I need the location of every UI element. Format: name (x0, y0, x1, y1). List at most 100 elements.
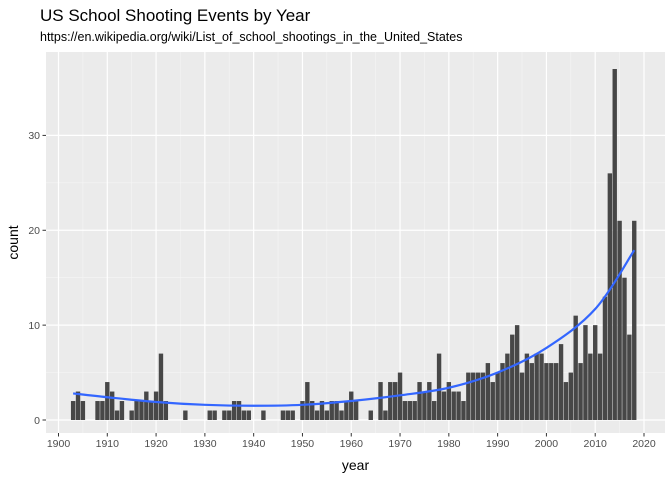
bar (236, 401, 242, 420)
bar (441, 391, 447, 420)
bar (588, 353, 593, 420)
bar (485, 363, 491, 420)
bar (632, 220, 637, 420)
bar (456, 391, 461, 420)
bar (427, 382, 432, 420)
bar (471, 372, 476, 420)
bar (134, 401, 139, 420)
bar (436, 353, 442, 420)
bar (246, 410, 251, 420)
bar (602, 296, 608, 420)
x-tick-label: 1910 (96, 438, 120, 450)
bar (539, 353, 544, 420)
bar (285, 410, 291, 420)
bar (392, 382, 398, 420)
bar (466, 372, 471, 420)
bar (446, 382, 452, 420)
bar (480, 372, 486, 420)
x-tick-label: 1920 (144, 438, 168, 450)
bars-group (70, 69, 637, 420)
bar (519, 372, 525, 420)
bar (114, 410, 120, 420)
bar (163, 401, 169, 420)
bar (105, 382, 110, 420)
bar (319, 401, 325, 420)
bar (300, 401, 305, 420)
y-tick-label: 30 (28, 130, 40, 142)
bar (549, 363, 554, 420)
bar (70, 401, 76, 420)
x-tick-label: 1980 (437, 438, 461, 450)
bar (417, 382, 422, 420)
x-tick-label: 1900 (47, 438, 71, 450)
bar (129, 410, 134, 420)
bar (563, 382, 569, 420)
bar (100, 401, 105, 420)
bar (490, 382, 495, 420)
bar (432, 401, 437, 420)
y-axis-title: count (5, 225, 21, 259)
bar (607, 173, 613, 420)
x-axis: 1900 1910 1920 1930 1940 1950 1960 1970 1980 1990… (47, 433, 656, 450)
x-tick-label: 1930 (193, 438, 217, 450)
bar (222, 410, 227, 420)
bar (207, 410, 212, 420)
bar (75, 391, 81, 420)
bar (227, 410, 232, 420)
bar (339, 410, 344, 420)
bar (231, 401, 237, 420)
bar (378, 382, 383, 420)
bar (402, 401, 408, 420)
bar (261, 410, 266, 420)
bar (158, 353, 164, 420)
bar (144, 391, 149, 420)
bar (383, 410, 388, 420)
bar (475, 372, 481, 420)
x-tick-label: 2010 (584, 438, 608, 450)
bar (324, 410, 330, 420)
smooth-line-group (73, 249, 636, 407)
bar (583, 325, 588, 420)
bar (578, 363, 583, 420)
bar (553, 363, 559, 420)
bar (95, 401, 100, 420)
bar (593, 325, 598, 420)
x-tick-label: 1990 (486, 438, 510, 450)
x-tick-label: 1950 (291, 438, 315, 450)
bar (241, 410, 247, 420)
bar (280, 410, 286, 420)
bar (119, 401, 125, 420)
bar (461, 401, 466, 420)
bar (597, 353, 603, 420)
bar (505, 353, 510, 420)
bar (612, 69, 617, 420)
bar (617, 220, 622, 420)
bar (500, 363, 505, 420)
chart-title: US School Shooting Events by Year (40, 6, 311, 25)
x-axis-title: year (342, 457, 370, 473)
y-tick-label: 20 (28, 225, 40, 237)
bar (149, 401, 154, 420)
bar (622, 277, 627, 420)
bar (183, 410, 188, 420)
x-tick-label: 2020 (632, 438, 656, 450)
bar (344, 401, 349, 420)
bar (627, 334, 632, 420)
bar (109, 391, 115, 420)
bar (412, 401, 417, 420)
bar (153, 391, 159, 420)
y-tick-label: 10 (28, 320, 40, 332)
chart-subtitle: https://en.wikipedia.org/wiki/List_of_sc… (40, 30, 463, 44)
x-tick-label: 2000 (535, 438, 559, 450)
bar (310, 401, 315, 420)
bar (139, 401, 144, 420)
bar (573, 315, 578, 420)
grid-major (46, 52, 665, 433)
bar (558, 344, 564, 420)
bar (524, 353, 530, 420)
bar (388, 382, 393, 420)
bar (514, 325, 520, 420)
bar (353, 401, 359, 420)
x-tick-label: 1940 (242, 438, 266, 450)
